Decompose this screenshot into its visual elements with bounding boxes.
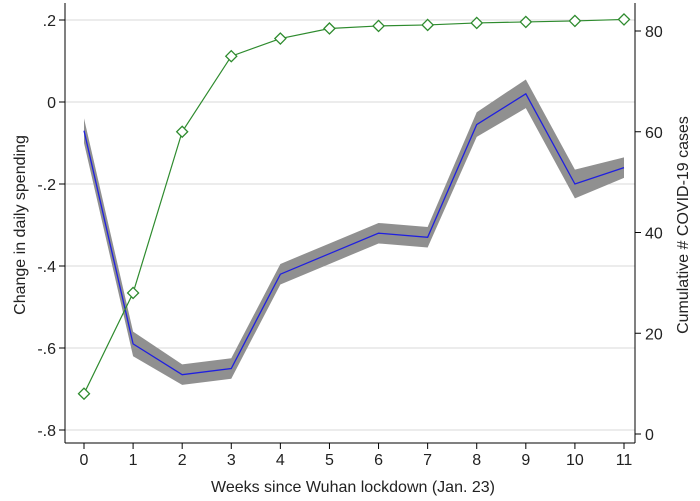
x-axis-title: Weeks since Wuhan lockdown (Jan. 23) [211,479,495,496]
cases-line [83,18,625,394]
spending-line [83,92,625,376]
x-tick-label-1: 1 [129,452,138,469]
cases-marker-7 [421,18,435,32]
y-left-tick-label-5: -.8 [37,423,56,440]
y-right-tick-label-1: 20 [645,326,663,343]
y-axis-left-title: Change in daily spending [12,135,29,315]
cases-marker-2 [175,125,189,139]
tick-labels: 0 1 2 3 4 5 6 7 8 9 10 11 .2 0 -.2 -.4 -.6 -.8 0 20 40 60 80 [37,13,663,469]
x-tick-label-11: 11 [616,452,633,469]
cases-marker-1 [126,286,140,300]
x-tick-label-5: 5 [325,452,334,469]
x-tick-label-9: 9 [521,452,530,469]
x-tick-label-4: 4 [276,452,285,469]
y-left-tick-label-3: -.4 [37,259,56,276]
x-tick-label-7: 7 [423,452,432,469]
cases-marker-0 [77,387,91,401]
y-left-tick-label-4: -.6 [37,341,56,358]
x-tick-label-8: 8 [472,452,481,469]
y-left-tick-label-1: 0 [47,95,56,112]
cases-marker-8 [470,16,484,30]
spending-confidence-band [84,79,624,385]
x-tick-label-0: 0 [80,452,89,469]
cases-marker-10 [568,14,582,28]
x-tick-label-2: 2 [178,452,187,469]
x-tick-label-3: 3 [227,452,236,469]
confidence-band [84,79,624,385]
y-right-tick-label-0: 0 [645,427,654,444]
x-tick-label-6: 6 [374,452,383,469]
cases-marker-11 [617,12,631,26]
y-right-tick-label-2: 40 [645,226,663,243]
gridlines [65,19,635,431]
x-tick-label-10: 10 [566,452,584,469]
series-layer [77,12,631,401]
y-left-tick-label-0: .2 [43,13,56,30]
cases-marker-5 [323,22,336,35]
y-right-tick-label-4: 80 [645,24,663,41]
axes [59,3,641,449]
cases-marker-6 [372,19,385,33]
y-axis-right-title: Cumulative # COVID-19 cases [675,116,692,334]
y-left-tick-label-2: -.2 [37,177,56,194]
cases-marker-4 [273,32,287,45]
cases-marker-9 [519,15,533,29]
y-right-tick-label-3: 60 [645,125,663,142]
cases-marker-3 [224,49,238,63]
